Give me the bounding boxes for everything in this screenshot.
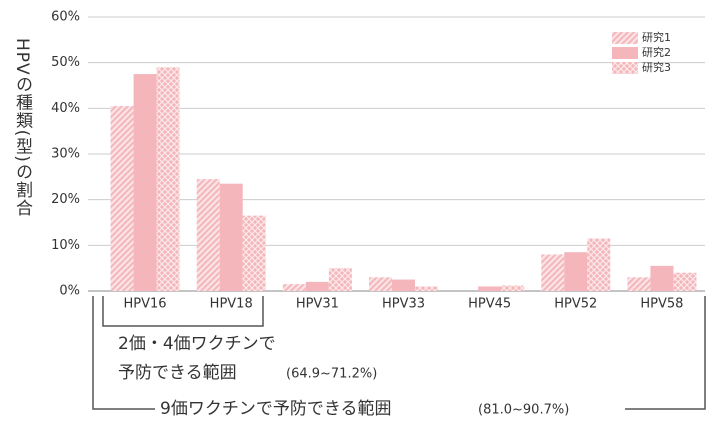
- x-tick-label: HPV45: [468, 297, 511, 312]
- legend-label: 研究3: [642, 60, 671, 74]
- bar: [564, 252, 588, 291]
- bar: [196, 179, 220, 291]
- bar: [156, 67, 180, 291]
- bar: [392, 279, 415, 291]
- legend-swatch: [612, 47, 638, 59]
- bar: [587, 238, 611, 291]
- x-tick-label: HPV31: [296, 297, 339, 312]
- annotation: 9価ワクチンで予防できる範囲: [160, 399, 391, 419]
- bar: [478, 286, 502, 291]
- legend-label: 研究2: [642, 45, 671, 59]
- x-tick-label: HPV58: [640, 297, 683, 312]
- annotation: 予防できる範囲: [118, 363, 237, 383]
- bracket: [102, 296, 264, 327]
- bar: [305, 281, 329, 291]
- annotation: (64.9~71.2%): [286, 367, 377, 382]
- annotation: (81.0~90.7%): [478, 403, 569, 418]
- bar: [282, 284, 306, 291]
- y-tick-label: 0%: [59, 284, 80, 299]
- y-tick-label: 30%: [51, 147, 80, 162]
- x-tick-label: HPV52: [554, 297, 597, 312]
- y-tick-label: 20%: [51, 192, 80, 207]
- bar: [541, 254, 565, 291]
- bar: [501, 285, 525, 291]
- bar: [627, 277, 651, 291]
- y-axis-label: HPVの種類(型)の割合: [12, 38, 33, 217]
- legend-swatch: [612, 32, 638, 44]
- bar: [328, 268, 352, 291]
- bar: [369, 277, 392, 291]
- bar: [650, 265, 674, 291]
- y-tick-label: 50%: [51, 55, 80, 70]
- y-tick-label: 10%: [51, 238, 80, 253]
- y-tick-label: 40%: [51, 101, 80, 116]
- bar: [673, 272, 697, 291]
- legend-swatch: [612, 62, 638, 74]
- annotation: 2価・4価ワクチンで: [118, 334, 276, 354]
- bar: [415, 286, 438, 291]
- legend-label: 研究1: [642, 30, 671, 44]
- y-tick-label: 60%: [51, 10, 80, 25]
- label-bg: [155, 398, 625, 420]
- bar: [242, 215, 266, 291]
- x-tick-label: HPV16: [124, 297, 167, 312]
- x-tick-label: HPV33: [382, 297, 425, 312]
- x-tick-label: HPV18: [210, 297, 253, 312]
- bar: [110, 106, 134, 291]
- bar: [133, 74, 157, 291]
- bar: [219, 183, 243, 291]
